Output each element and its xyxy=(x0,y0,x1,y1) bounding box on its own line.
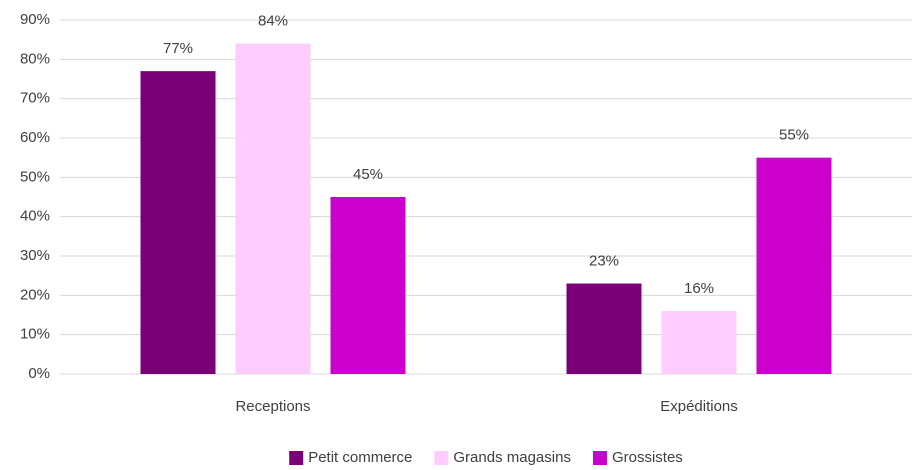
data-label: 45% xyxy=(353,166,383,183)
y-tick-label: 0% xyxy=(28,365,50,382)
y-tick-label: 10% xyxy=(20,326,50,343)
legend-swatch xyxy=(434,451,449,465)
bar xyxy=(140,71,216,374)
bar xyxy=(661,311,737,374)
legend-label: Petit commerce xyxy=(308,449,412,466)
x-tick-label: Receptions xyxy=(235,398,310,415)
data-label: 55% xyxy=(779,127,809,144)
legend-swatch xyxy=(592,451,607,465)
legend-label: Grands magasins xyxy=(453,449,571,466)
legend-label: Grossistes xyxy=(612,449,683,466)
y-tick-label: 70% xyxy=(20,90,50,107)
bar xyxy=(330,197,406,374)
y-tick-label: 40% xyxy=(20,208,50,225)
bar xyxy=(566,283,642,374)
data-label: 23% xyxy=(589,253,619,270)
y-tick-label: 60% xyxy=(20,129,50,146)
x-tick-label: Expéditions xyxy=(660,398,738,415)
legend-swatch xyxy=(289,451,304,465)
y-tick-label: 20% xyxy=(20,286,50,303)
bar xyxy=(235,43,311,374)
y-tick-label: 50% xyxy=(20,168,50,185)
bar xyxy=(756,157,832,374)
y-tick-label: 90% xyxy=(20,11,50,28)
data-label: 84% xyxy=(258,13,288,30)
y-tick-label: 30% xyxy=(20,247,50,264)
data-label: 16% xyxy=(684,280,714,297)
y-tick-label: 80% xyxy=(20,50,50,67)
data-label: 77% xyxy=(163,40,193,57)
